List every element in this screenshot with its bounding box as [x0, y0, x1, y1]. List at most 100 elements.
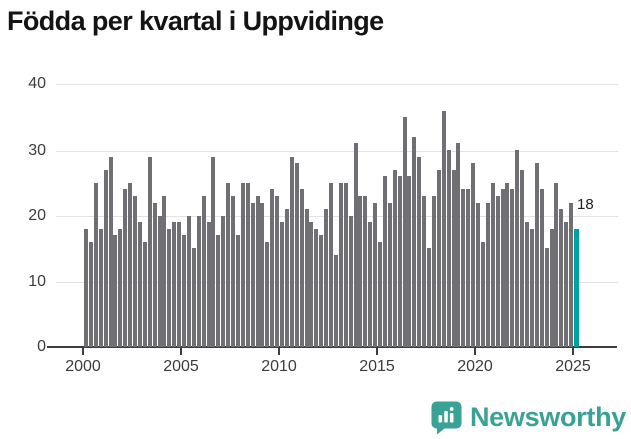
bar-quarter: [431, 195, 436, 347]
x-axis-label-2025: 2025: [555, 358, 591, 375]
bar-quarter: [201, 195, 206, 347]
bar-quarter: [387, 202, 392, 347]
x-axis-line: [47, 346, 617, 348]
bar-quarter: [275, 195, 280, 347]
bar-quarter: [407, 176, 412, 347]
bar-quarter: [466, 189, 471, 347]
y-axis-label-0: 0: [37, 338, 46, 355]
bar-quarter: [137, 222, 142, 347]
bar-quarter: [343, 182, 348, 347]
bar-quarter: [167, 228, 172, 347]
x-tick-2000: [82, 348, 84, 355]
gridline-30: [56, 151, 618, 152]
bar-quarter: [177, 222, 182, 347]
bar-quarter: [451, 169, 456, 347]
bar-quarter: [280, 222, 285, 347]
x-axis-label-2000: 2000: [65, 358, 101, 375]
bar-quarter: [162, 195, 167, 347]
bar-quarter: [495, 195, 500, 347]
bar-quarter: [255, 195, 260, 347]
bar-quarter: [294, 163, 299, 347]
x-tick-2025: [572, 348, 574, 355]
bar-quarter: [284, 209, 289, 347]
bar-quarter: [338, 182, 343, 347]
newsworthy-logo-icon: [430, 400, 463, 435]
bar-quarter: [265, 241, 270, 347]
brand-footer: Newsworthy: [430, 399, 626, 435]
bar-quarter: [358, 195, 363, 347]
bar-quarter: [461, 189, 466, 347]
bar-quarter: [324, 209, 329, 347]
bar-quarter: [309, 222, 314, 347]
bar-quarter: [182, 235, 187, 347]
bar-quarter: [490, 182, 495, 347]
bar-quarter: [382, 176, 387, 347]
y-axis-label-10: 10: [28, 273, 46, 290]
x-tick-2010: [278, 348, 280, 355]
gridline-40: [56, 84, 618, 85]
bar-quarter: [211, 156, 216, 347]
bar-quarter: [108, 156, 113, 347]
bar-quarter: [422, 195, 427, 347]
bar-quarter: [226, 182, 231, 347]
bar-quarter: [515, 149, 520, 347]
bar-quarter: [142, 241, 147, 347]
bar-quarter: [378, 241, 383, 347]
bar-quarter: [88, 241, 93, 347]
bar-quarter: [235, 235, 240, 347]
bar-quarter: [525, 222, 530, 347]
last-value-label: 18: [577, 196, 594, 213]
bar-quarter: [446, 149, 451, 347]
bar-quarter: [245, 182, 250, 347]
bar-quarter: [520, 169, 525, 347]
brand-name: Newsworthy: [469, 401, 626, 432]
bar-quarter: [196, 215, 201, 347]
bar-quarter: [392, 169, 397, 347]
bar-quarter: [113, 235, 118, 347]
bar-quarter: [476, 202, 481, 347]
x-axis-label-2010: 2010: [261, 358, 297, 375]
bar-quarter: [133, 195, 138, 347]
bar-quarter: [191, 248, 196, 347]
y-axis-label-30: 30: [28, 142, 46, 159]
bar-quarter: [564, 222, 569, 347]
x-axis-label-2020: 2020: [457, 358, 493, 375]
bar-quarter: [544, 248, 549, 347]
gridline-20: [56, 216, 618, 217]
bar-quarter: [172, 222, 177, 347]
bar-quarter: [348, 215, 353, 347]
bar-quarter: [485, 202, 490, 347]
bar-quarter: [118, 228, 123, 347]
x-tick-2005: [180, 348, 182, 355]
bar-quarter: [534, 163, 539, 347]
bar-quarter: [157, 215, 162, 347]
bar-quarter: [319, 235, 324, 347]
bar-quarter: [436, 169, 441, 347]
y-axis-label-40: 40: [28, 75, 46, 92]
bar-quarter: [456, 143, 461, 347]
bar-quarter: [98, 228, 103, 347]
bar-quarter: [549, 228, 554, 347]
bar-quarter: [500, 189, 505, 347]
bar-quarter: [402, 117, 407, 347]
bar-quarter: [123, 189, 128, 347]
bar-quarter: [314, 228, 319, 347]
bar-quarter: [147, 156, 152, 347]
bar-quarter: [353, 143, 358, 347]
bar-quarter: [128, 182, 133, 347]
bar-quarter: [471, 163, 476, 347]
bar-quarter: [539, 189, 544, 347]
bar-quarter: [333, 255, 338, 347]
bar-quarter: [529, 228, 534, 347]
y-axis-label-20: 20: [28, 207, 46, 224]
x-axis-label-2015: 2015: [359, 358, 395, 375]
bar-quarter: [397, 176, 402, 347]
bar-quarter: [480, 241, 485, 347]
bar-quarter: [569, 202, 574, 347]
bar-quarter: [373, 202, 378, 347]
bar-quarter: [427, 248, 432, 347]
bar-quarter: [93, 182, 98, 347]
bar-quarter: [363, 195, 368, 347]
bar-quarter: [368, 222, 373, 347]
bar-quarter: [231, 195, 236, 347]
